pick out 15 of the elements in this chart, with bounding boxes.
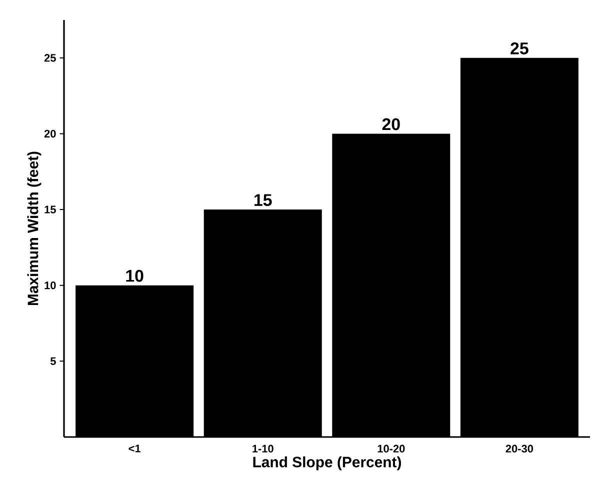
y-tick-label: 15 (44, 206, 56, 214)
data-label: 15 (254, 194, 272, 206)
x-tick-label: 10-20 (378, 444, 405, 453)
y-axis-title: Maximum Width (feet) (27, 152, 42, 306)
x-axis-title: Land Slope (Percent) (253, 456, 401, 470)
data-label: 10 (126, 270, 144, 282)
data-label: 20 (382, 118, 400, 130)
x-tick-label: <1 (128, 444, 140, 452)
y-tick-label: 25 (44, 54, 56, 62)
y-tick-label: 5 (50, 357, 56, 366)
data-label: 25 (510, 42, 528, 54)
y-tick-label: 20 (44, 130, 56, 138)
x-tick-label: 20-30 (506, 444, 533, 453)
y-tick-label: 10 (44, 281, 56, 290)
x-tick-label: 1-10 (252, 444, 274, 453)
